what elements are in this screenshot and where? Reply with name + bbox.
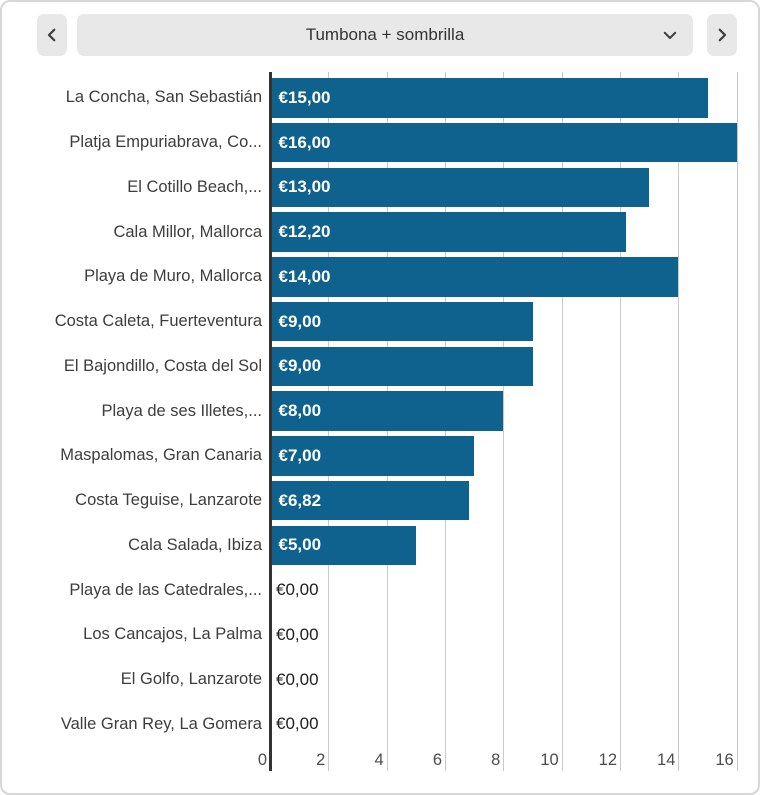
x-tick-label: 4 xyxy=(374,751,384,769)
category-label: La Concha, San Sebastián xyxy=(65,88,262,107)
x-tick-label: 16 xyxy=(715,751,734,769)
value-label: €16,00 xyxy=(278,132,331,152)
category-label: Platja Empuriabrava, Co... xyxy=(69,133,262,151)
chevron-left-icon xyxy=(43,26,61,44)
next-metric-button[interactable] xyxy=(707,14,737,56)
gridline xyxy=(503,72,505,771)
x-tick-label: 12 xyxy=(598,751,618,769)
bar: €8,00 xyxy=(271,391,504,431)
category-label: El Golfo, Lanzarote xyxy=(120,670,262,688)
category-label: Los Cancajos, La Palma xyxy=(83,625,262,644)
bar: €5,00 xyxy=(271,525,416,565)
category-label: Maspalomas, Gran Canaria xyxy=(60,446,262,465)
bar: €7,00 xyxy=(271,436,475,476)
x-tick-label: 14 xyxy=(657,751,676,769)
x-tick-label: 2 xyxy=(316,751,326,769)
bar: €12,20 xyxy=(271,212,626,252)
bar: €9,00 xyxy=(271,346,533,386)
gridline xyxy=(561,72,563,771)
category-label: Playa de ses Illetes,... xyxy=(101,401,263,420)
gridline xyxy=(678,72,680,771)
x-tick-label: 6 xyxy=(432,751,443,769)
x-tick-label: 8 xyxy=(491,751,501,769)
value-label-zero: €0,00 xyxy=(276,669,319,689)
y-axis-line xyxy=(268,72,272,771)
category-label: Cala Salada, Ibiza xyxy=(128,535,262,554)
x-tick-label: 10 xyxy=(540,751,559,769)
value-label: €7,00 xyxy=(278,445,322,465)
value-label: €8,00 xyxy=(278,401,322,420)
category-label: Valle Gran Rey, La Gomera xyxy=(60,714,262,733)
metric-selector[interactable]: Tumbona + sombrilla xyxy=(77,14,693,56)
value-label: €15,00 xyxy=(278,87,331,107)
bar: €16,00 xyxy=(271,122,737,163)
bar: €13,00 xyxy=(271,167,650,207)
chevron-down-icon xyxy=(660,26,680,49)
category-label: Playa de las Catedrales,... xyxy=(69,580,262,599)
category-label: Costa Teguise, Lanzarote xyxy=(75,491,262,509)
bar: €15,00 xyxy=(271,78,708,118)
value-label-zero: €0,00 xyxy=(276,624,319,644)
value-label: €13,00 xyxy=(278,177,331,197)
gridline xyxy=(620,72,622,771)
value-label: €12,20 xyxy=(278,222,331,241)
value-label: €14,00 xyxy=(278,266,331,286)
gridline xyxy=(736,72,738,771)
value-label: €5,00 xyxy=(278,535,322,555)
category-label: Costa Caleta, Fuerteventura xyxy=(54,312,262,330)
category-label: El Bajondillo, Costa del Sol xyxy=(63,356,262,375)
value-label-zero: €0,00 xyxy=(276,580,319,599)
bar: €6,82 xyxy=(271,480,469,521)
chevron-right-icon xyxy=(713,26,731,44)
category-label: Cala Millor, Mallorca xyxy=(113,222,262,241)
category-label: El Cotillo Beach,... xyxy=(127,177,262,196)
value-label: €9,00 xyxy=(278,311,322,331)
x-tick-label: 0 xyxy=(257,751,267,769)
value-label-zero: €0,00 xyxy=(276,714,319,734)
prev-metric-button[interactable] xyxy=(37,14,67,56)
value-label: €6,82 xyxy=(278,490,322,510)
value-label: €9,00 xyxy=(278,356,322,376)
category-label: Playa de Muro, Mallorca xyxy=(84,267,262,286)
bar: €14,00 xyxy=(271,257,679,297)
bar: €9,00 xyxy=(271,301,533,342)
metric-selector-label: Tumbona + sombrilla xyxy=(305,25,465,44)
